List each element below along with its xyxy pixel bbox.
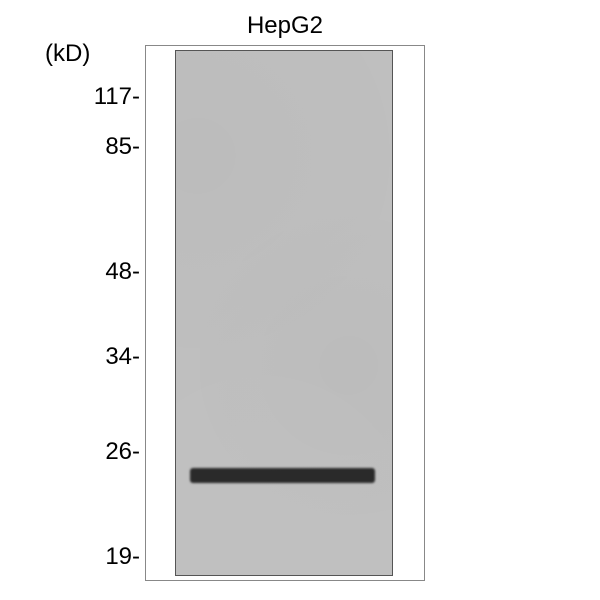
lane-noise (176, 51, 392, 575)
mw-tick-4: 26- (60, 438, 140, 466)
mw-tick-1: 85- (60, 133, 140, 161)
mw-tick-3: 34- (60, 343, 140, 371)
mw-tick-0: 117- (60, 83, 140, 111)
lane-frame (175, 50, 393, 576)
mw-tick-5: 19- (60, 543, 140, 571)
mw-tick-2: 48- (60, 258, 140, 286)
blot-figure: (kD) HepG2 117- 85- 48- 34- 26- 19- (0, 0, 600, 600)
protein-band (190, 468, 375, 483)
lane-label: HepG2 (210, 12, 360, 40)
unit-label: (kD) (45, 40, 90, 68)
